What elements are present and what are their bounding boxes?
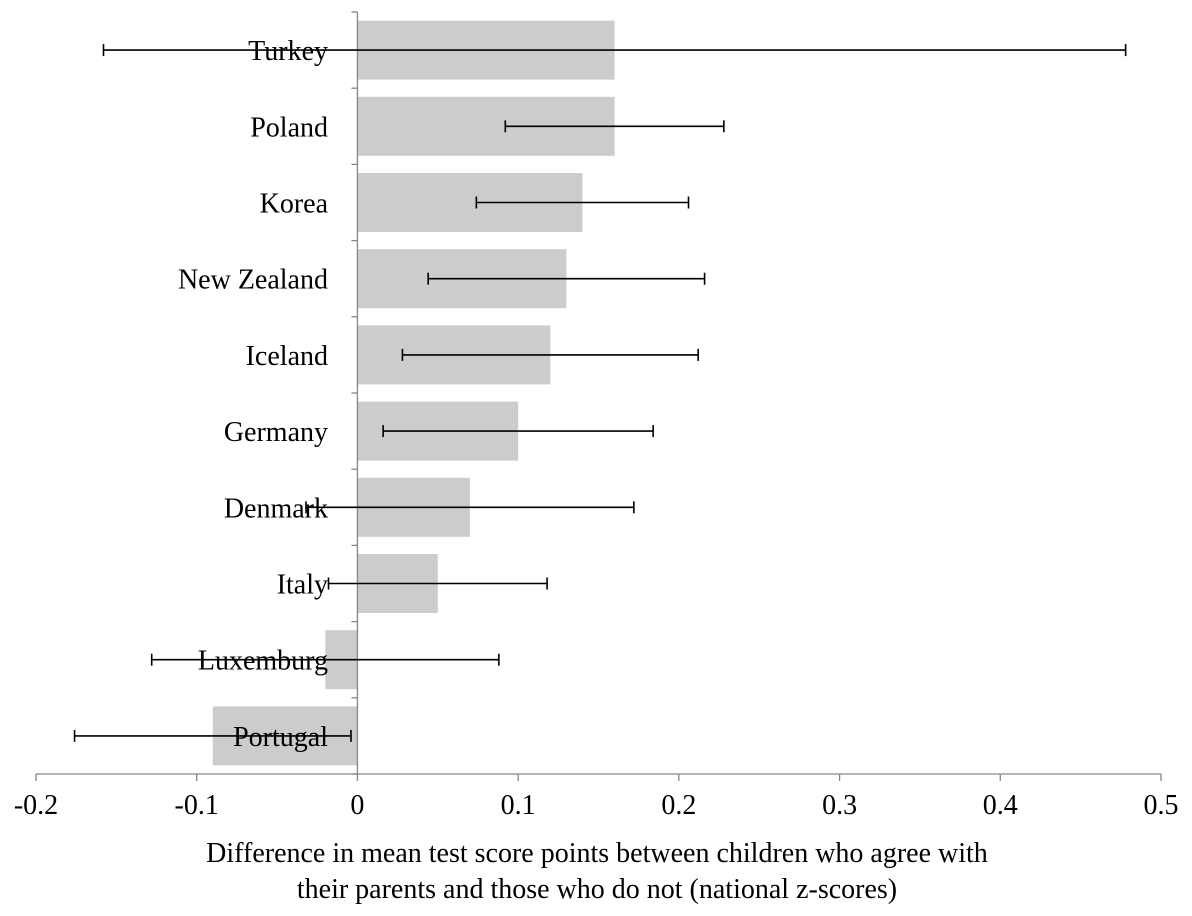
category-label: Luxemburg (198, 646, 328, 677)
x-tick-label: 0.5 (1144, 790, 1179, 821)
x-axis-title-line2: their parents and those who do not (nati… (297, 874, 897, 905)
category-label: Italy (277, 570, 328, 601)
x-axis-title-line1: Difference in mean test score points bet… (206, 838, 988, 869)
category-label: Portugal (233, 722, 328, 753)
x-tick-label: 0.2 (661, 790, 696, 821)
x-tick-label: 0 (350, 790, 364, 821)
x-tick-label: 0.4 (983, 790, 1018, 821)
axes-layer (35, 11, 1162, 781)
category-label: New Zealand (178, 265, 328, 296)
x-tick-label: -0.2 (14, 790, 58, 821)
x-tick-label: 0.1 (501, 790, 536, 821)
category-label: Germany (224, 417, 328, 448)
error-bars-layer (73, 44, 1127, 742)
category-label: Turkey (248, 36, 328, 67)
x-tick-label: 0.3 (822, 790, 857, 821)
labels-layer: -0.2 -0.1 0 0.1 0.2 0.3 0.4 0.5 Turkey Poland Kore… (14, 36, 1179, 821)
category-label: Iceland (246, 341, 328, 372)
x-tick-label: -0.1 (175, 790, 219, 821)
category-label: Poland (250, 112, 328, 143)
category-label: Korea (260, 189, 329, 220)
category-label: Denmark (224, 493, 328, 524)
